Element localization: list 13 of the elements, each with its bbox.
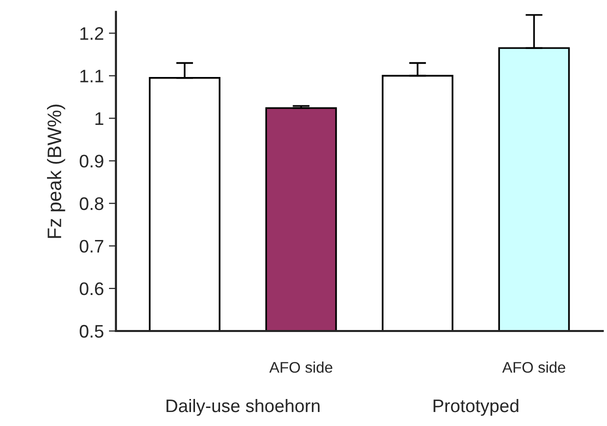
y-tick-label: 0.7 — [80, 240, 104, 253]
y-tick-label: 0.8 — [80, 197, 104, 210]
y-tick-label: 0.6 — [80, 282, 104, 296]
y-tick-label: 1.2 — [80, 27, 104, 40]
y-axis-title: Fz peak (BW%) — [47, 104, 66, 238]
text: Daily-use shoehorn — [166, 398, 320, 416]
y-tick-label: 0.5 — [80, 324, 104, 338]
x-tick-label: AFO side — [502, 362, 566, 373]
text: Prototyped — [434, 398, 518, 416]
y-tick-label: 0.9 — [80, 154, 104, 168]
y-tick-label: 1.1 — [80, 70, 104, 82]
x-tick-label: AFO side — [269, 362, 332, 373]
y-tick-label: 1 — [95, 112, 104, 125]
